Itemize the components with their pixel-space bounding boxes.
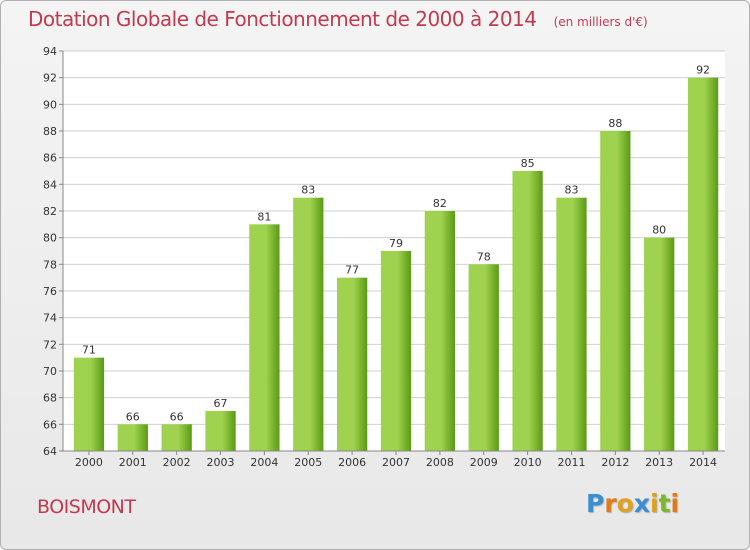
- y-tick-label: 94: [43, 45, 57, 58]
- data-label: 81: [257, 210, 271, 223]
- bar: [468, 264, 499, 451]
- bar: [161, 424, 192, 451]
- y-tick-label: 82: [43, 205, 57, 218]
- x-tick-label: 2010: [514, 456, 542, 469]
- logo-letter: o: [616, 489, 634, 518]
- x-tick-label: 2000: [75, 456, 103, 469]
- data-label: 88: [608, 117, 622, 130]
- y-tick-label: 78: [43, 258, 57, 271]
- y-tick-label: 80: [43, 232, 57, 245]
- bar: [205, 411, 236, 451]
- bar: [249, 224, 280, 451]
- x-tick-label: 2002: [163, 456, 191, 469]
- logo-letter: i: [650, 489, 659, 518]
- bar: [687, 77, 719, 452]
- data-label: 78: [477, 250, 491, 263]
- bar: [556, 197, 587, 451]
- y-tick-label: 92: [43, 72, 57, 85]
- data-label: 67: [214, 397, 228, 410]
- logo-letter: r: [604, 489, 617, 518]
- x-tick-label: 2003: [207, 456, 235, 469]
- data-label: 83: [301, 184, 315, 197]
- bar: [336, 277, 368, 451]
- logo-letter: i: [670, 489, 680, 518]
- data-label: 66: [170, 410, 184, 423]
- y-tick-label: 84: [43, 178, 57, 191]
- y-tick-label: 76: [43, 285, 57, 298]
- data-label: 92: [696, 64, 710, 77]
- x-tick-label: 2007: [382, 456, 410, 469]
- bar: [380, 251, 412, 451]
- proxiti-logo: Proxiti: [586, 489, 679, 518]
- unit-note: (en milliers d'€): [553, 15, 648, 29]
- bar: [644, 237, 675, 451]
- bar: [293, 197, 324, 451]
- x-tick-label: 2013: [645, 456, 673, 469]
- x-tick-label: 2011: [557, 456, 585, 469]
- bar: [512, 171, 543, 451]
- chart-title: Dotation Globale de Fonctionnement de 20…: [28, 7, 537, 31]
- y-tick-label: 64: [43, 445, 57, 458]
- x-tick-label: 2012: [601, 456, 629, 469]
- data-label: 79: [389, 237, 403, 250]
- logo-letter: t: [658, 489, 671, 518]
- data-label: 66: [126, 410, 140, 423]
- x-tick-label: 2014: [689, 456, 717, 469]
- x-tick-label: 2004: [250, 456, 278, 469]
- x-tick-label: 2006: [338, 456, 366, 469]
- data-label: 83: [564, 184, 578, 197]
- data-labels: 71 66 66 67 81 83 77 79 82 78 85 83 88 80 92: [82, 64, 710, 424]
- y-tick-label: 88: [43, 125, 57, 138]
- y-tick-label: 70: [43, 365, 57, 378]
- axes: 64 66 68 70 72 74 76 78 80 82 84 86 88 90 92 94 2000 2001…: [43, 45, 725, 469]
- bars: [73, 77, 719, 452]
- data-label: 80: [652, 224, 666, 237]
- data-label: 71: [82, 344, 96, 357]
- y-tick-label: 72: [43, 338, 57, 351]
- data-label: 85: [521, 157, 535, 170]
- y-tick-label: 74: [43, 312, 57, 325]
- bar: [73, 357, 105, 451]
- y-tick-label: 86: [43, 152, 57, 165]
- bar: [424, 211, 456, 451]
- data-label: 77: [345, 264, 359, 277]
- logo-letter: P: [586, 489, 605, 518]
- logo-letter: x: [633, 489, 650, 518]
- data-label: 82: [433, 197, 447, 210]
- bar: [117, 424, 148, 451]
- commune-name: BOISMONT: [37, 496, 136, 518]
- y-tick-label: 90: [43, 98, 57, 111]
- y-tick-label: 66: [43, 418, 57, 431]
- bar: [600, 131, 631, 451]
- x-tick-label: 2008: [426, 456, 454, 469]
- x-tick-label: 2009: [470, 456, 498, 469]
- chart-title-block: Dotation Globale de Fonctionnement de 20…: [28, 7, 648, 31]
- x-tick-label: 2005: [294, 456, 322, 469]
- y-tick-label: 68: [43, 392, 57, 405]
- x-tick-label: 2001: [119, 456, 147, 469]
